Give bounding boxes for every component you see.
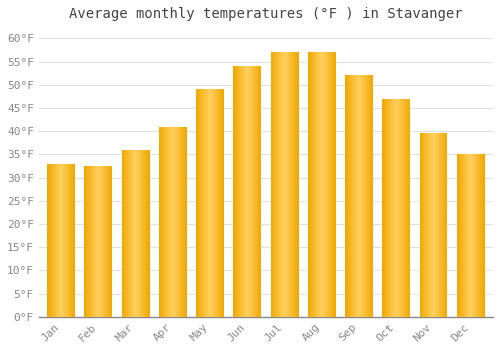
Title: Average monthly temperatures (°F ) in Stavanger: Average monthly temperatures (°F ) in St… bbox=[69, 7, 462, 21]
